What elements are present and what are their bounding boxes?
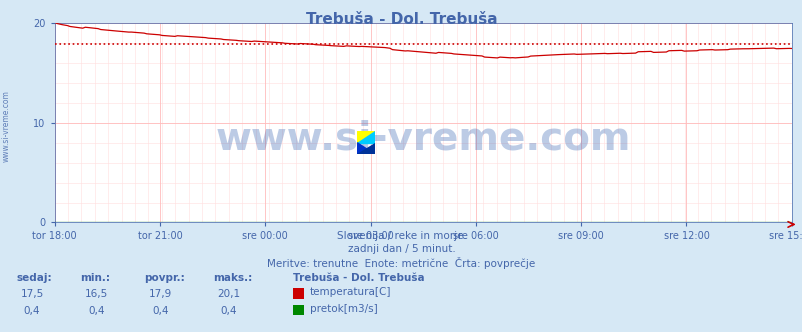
Text: min.:: min.: bbox=[80, 273, 110, 283]
Text: povpr.:: povpr.: bbox=[144, 273, 185, 283]
Polygon shape bbox=[357, 131, 375, 143]
Text: 0,4: 0,4 bbox=[152, 306, 168, 316]
Text: 16,5: 16,5 bbox=[85, 289, 107, 299]
Text: pretok[m3/s]: pretok[m3/s] bbox=[310, 304, 377, 314]
Text: sedaj:: sedaj: bbox=[16, 273, 51, 283]
Polygon shape bbox=[357, 131, 375, 143]
Text: zadnji dan / 5 minut.: zadnji dan / 5 minut. bbox=[347, 244, 455, 254]
Polygon shape bbox=[357, 143, 375, 154]
Text: Slovenija / reke in morje.: Slovenija / reke in morje. bbox=[336, 231, 466, 241]
Text: 17,9: 17,9 bbox=[149, 289, 172, 299]
Text: 0,4: 0,4 bbox=[88, 306, 104, 316]
Text: maks.:: maks.: bbox=[213, 273, 252, 283]
Text: 20,1: 20,1 bbox=[217, 289, 240, 299]
Text: 17,5: 17,5 bbox=[21, 289, 43, 299]
Text: www.si-vreme.com: www.si-vreme.com bbox=[215, 120, 630, 158]
Polygon shape bbox=[357, 143, 375, 154]
Text: temperatura[C]: temperatura[C] bbox=[310, 288, 391, 297]
Text: Trebuša - Dol. Trebuša: Trebuša - Dol. Trebuša bbox=[306, 12, 496, 27]
Text: 0,4: 0,4 bbox=[24, 306, 40, 316]
Text: 0,4: 0,4 bbox=[221, 306, 237, 316]
Text: Trebuša - Dol. Trebuša: Trebuša - Dol. Trebuša bbox=[293, 273, 424, 283]
Text: www.si-vreme.com: www.si-vreme.com bbox=[2, 90, 11, 162]
Text: Meritve: trenutne  Enote: metrične  Črta: povprečje: Meritve: trenutne Enote: metrične Črta: … bbox=[267, 257, 535, 269]
